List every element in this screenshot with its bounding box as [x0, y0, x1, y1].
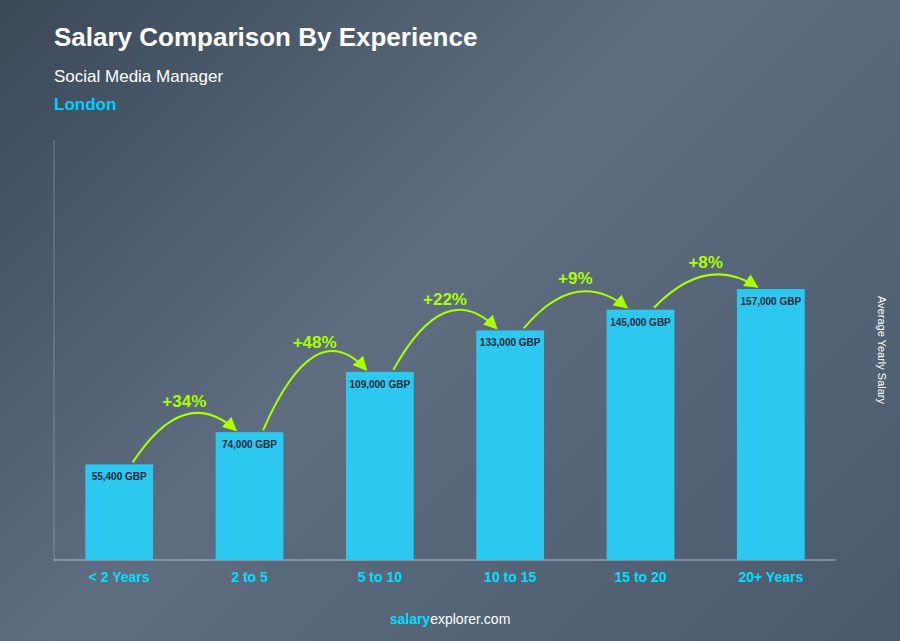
data-label: 133,000 GBP	[480, 337, 541, 348]
x-tick-label: 15 to 20	[614, 569, 666, 585]
x-tick-label: 10 to 15	[484, 569, 536, 585]
watermark-part: salary	[390, 611, 431, 627]
data-label: 109,000 GBP	[350, 379, 411, 390]
change-label: +8%	[688, 253, 723, 272]
change-arrow	[263, 351, 366, 430]
bar	[85, 464, 153, 560]
data-label: 74,000 GBP	[222, 439, 277, 450]
x-axis-line	[54, 560, 836, 561]
data-label: 157,000 GBP	[741, 296, 802, 307]
x-tick-label: < 2 Years	[89, 569, 150, 585]
y-axis-line	[54, 140, 55, 560]
bar	[216, 432, 284, 560]
change-arrow	[133, 413, 236, 463]
chart: Salary Comparison By Experience Social Me…	[0, 0, 900, 641]
change-label: +34%	[162, 392, 206, 411]
title: Salary Comparison By Experience	[54, 22, 477, 52]
subtitle: Social Media Manager	[54, 67, 223, 86]
bar	[737, 289, 805, 560]
bar	[476, 330, 544, 560]
change-label: +22%	[423, 290, 467, 309]
y-axis-label: Average Yearly Salary	[876, 296, 888, 405]
change-arrow	[654, 274, 757, 307]
x-tick-label: 20+ Years	[738, 569, 803, 585]
change-label: +48%	[293, 333, 337, 352]
annotation: London	[54, 95, 116, 114]
data-label: 55,400 GBP	[92, 471, 147, 482]
change-arrow	[524, 291, 627, 328]
data-label: 145,000 GBP	[610, 317, 671, 328]
x-tick-label: 5 to 10	[358, 569, 403, 585]
bar	[346, 372, 414, 560]
change-arrow	[393, 310, 496, 370]
bar	[607, 310, 675, 560]
watermark: salaryexplorer.com	[390, 611, 511, 627]
watermark-part: explorer.com	[430, 611, 510, 627]
x-tick-label: 2 to 5	[231, 569, 268, 585]
change-label: +9%	[558, 269, 593, 288]
